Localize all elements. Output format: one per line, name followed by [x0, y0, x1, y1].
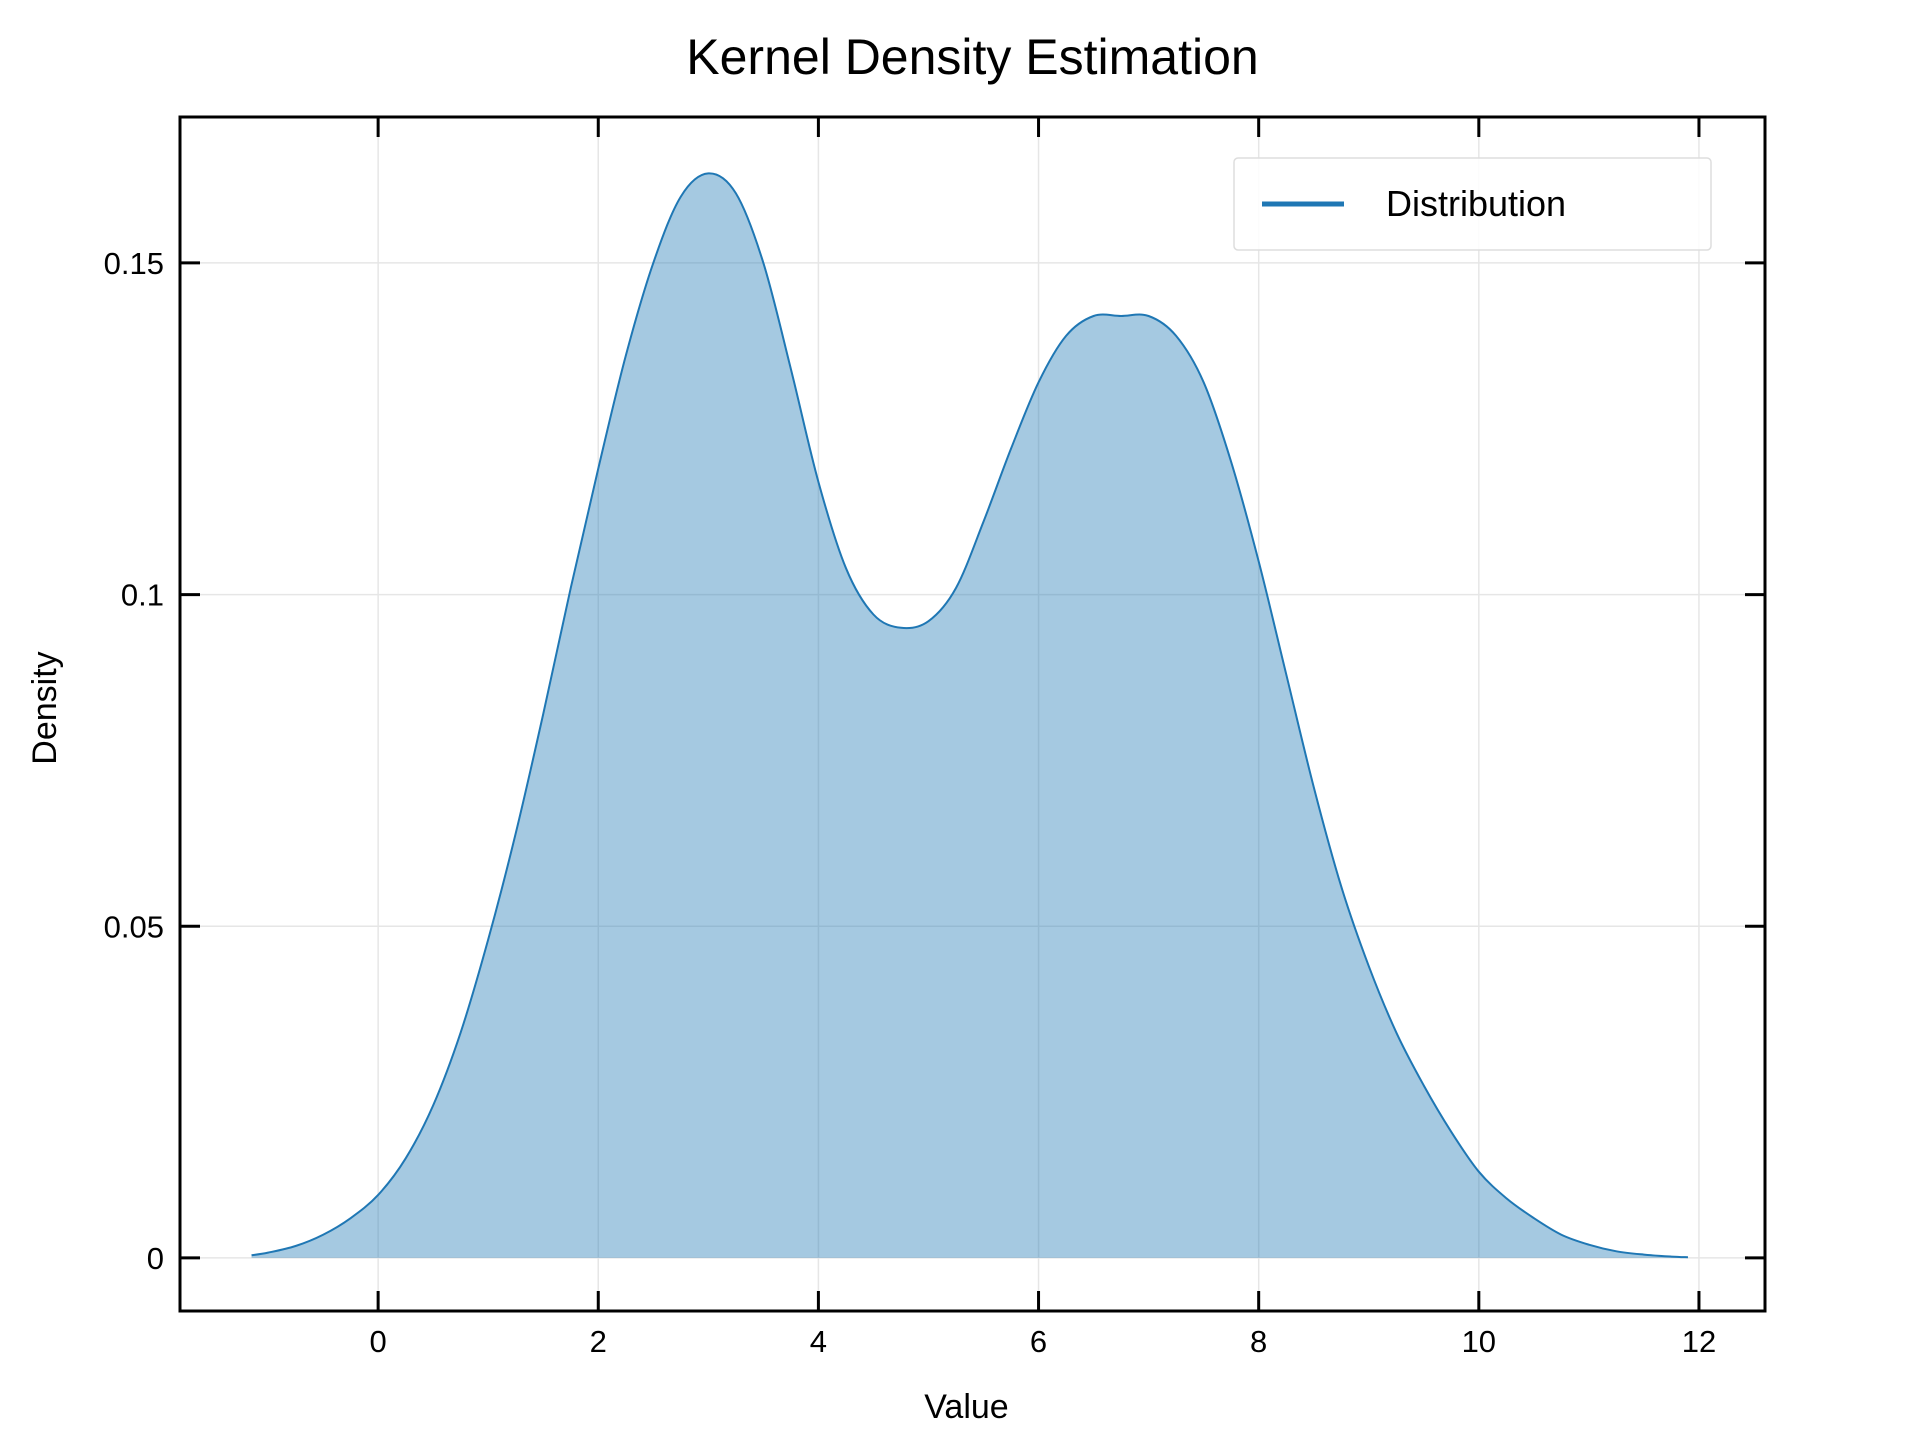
x-tick-label: 8 — [1250, 1324, 1267, 1359]
y-tick-label: 0.05 — [104, 909, 164, 944]
x-tick-label: 6 — [1030, 1324, 1047, 1359]
density-line — [251, 172, 1688, 1259]
x-tick-label: 0 — [370, 1324, 387, 1359]
x-tick-label: 4 — [810, 1324, 827, 1359]
x-tick-label: 12 — [1682, 1324, 1716, 1359]
density-fill-area — [251, 173, 1688, 1258]
x-tick-label: 2 — [590, 1324, 607, 1359]
y-tick-label: 0.15 — [104, 246, 164, 281]
x-axis-label: Value — [924, 1388, 1008, 1426]
legend: Distribution — [1233, 157, 1712, 251]
x-tick-label: 10 — [1462, 1324, 1496, 1359]
ticks-layer: 0 2 4 6 8 10 12 0 0.05 0.1 0.15 — [104, 117, 1765, 1359]
plot-frame — [178, 115, 1767, 1313]
chart-title: Kernel Density Estimation — [686, 29, 1258, 85]
legend-box — [1233, 157, 1712, 251]
y-tick-label: 0.1 — [121, 578, 164, 613]
legend-label: Distribution — [1386, 183, 1566, 224]
grid-layer — [180, 117, 1765, 1311]
y-axis-label: Density — [26, 651, 64, 764]
y-tick-label: 0 — [147, 1241, 164, 1276]
